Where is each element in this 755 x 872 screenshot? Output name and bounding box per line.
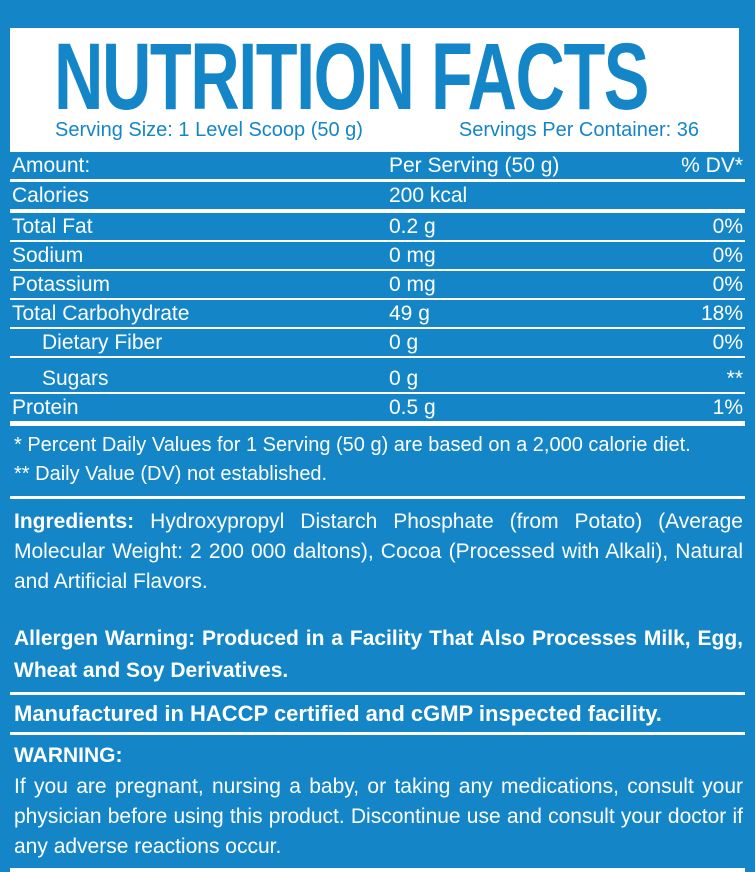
column-header-amount: Amount: [10,152,387,182]
table-row: Total Carbohydrate 49 g 18% [10,299,745,329]
row-label: Sugars [10,357,387,394]
footnote-daily-values: * Percent Daily Values for 1 Serving (50… [14,434,691,456]
divider [10,692,745,695]
row-amount: 0.2 g [387,211,631,242]
ingredients-paragraph: Ingredients: Hydroxypropyl Distarch Phos… [10,507,745,597]
manufactured-statement: Manufactured in HACCP certified and cGMP… [14,701,662,726]
row-label: Sodium [10,241,387,271]
row-dv: ** [631,357,745,394]
row-dv: 0% [631,270,745,300]
nutrition-label: { "colors": { "label_blue": "#1486c8", "… [10,28,745,872]
row-dv: 18% [631,299,745,329]
row-label: Protein [10,393,387,426]
row-amount: 0 mg [387,241,631,271]
footnotes: * Percent Daily Values for 1 Serving (50… [10,426,745,496]
table-row: Calories 200 kcal [10,180,745,213]
allergen-warning-label: Allergen Warning: [14,627,196,650]
table-row: Dietary Fiber 0 g 0% [10,328,745,358]
serving-info-row: Serving Size: 1 Level Scoop (50 g) Servi… [55,118,699,142]
row-label: Potassium [10,270,387,300]
warning-text: If you are pregnant, nursing a baby, or … [14,775,743,858]
row-label: Calories [10,180,387,213]
servings-per-container-text: Servings Per Container: 36 [458,119,699,141]
row-label: Dietary Fiber [10,328,387,358]
table-row: Potassium 0 mg 0% [10,270,745,300]
ingredients-label: Ingredients: [14,510,135,533]
warning-title: WARNING: [14,744,123,767]
row-label: Total Carbohydrate [10,299,387,329]
row-dv: 1% [631,393,745,426]
table-row: Protein 0.5 g 1% [10,393,745,426]
column-header-per-serving: Per Serving (50 g) [387,152,631,182]
table-header-row: Amount: Per Serving (50 g) % DV* [10,152,745,182]
table-row: Total Fat 0.2 g 0% [10,211,745,242]
row-amount: 49 g [387,299,631,329]
page-title: NUTRITION FACTS [54,24,649,130]
row-amount: 0 mg [387,270,631,300]
header-panel: NUTRITION FACTS Serving Size: 1 Level Sc… [10,28,739,152]
label-content: Amount: Per Serving (50 g) % DV* Calorie… [10,152,745,872]
row-dv: 0% [631,241,745,271]
row-dv: 0% [631,328,745,358]
divider [10,868,745,872]
row-amount: 200 kcal [387,180,631,213]
serving-size-text: Serving Size: 1 Level Scoop (50 g) [55,119,363,141]
row-amount: 0 g [387,328,631,358]
nutrition-table: Amount: Per Serving (50 g) % DV* Calorie… [10,152,745,426]
column-header-daily-value: % DV* [631,152,745,182]
ingredients-text: Hydroxypropyl Distarch Phosphate (from P… [14,510,743,593]
allergen-warning-paragraph: Allergen Warning: Produced in a Facility… [10,623,745,687]
row-dv [631,180,745,213]
row-amount: 0 g [387,357,631,394]
table-row: Sugars 0 g ** [10,357,745,394]
allergen-warning-text: Produced in a Facility That Also Process… [14,627,743,682]
row-amount: 0.5 g [387,393,631,426]
divider [10,732,745,735]
table-row: Sodium 0 mg 0% [10,241,745,271]
row-label: Total Fat [10,211,387,242]
footnote-not-established: ** Daily Value (DV) not established. [14,463,328,485]
row-dv: 0% [631,211,745,242]
divider [10,496,745,499]
